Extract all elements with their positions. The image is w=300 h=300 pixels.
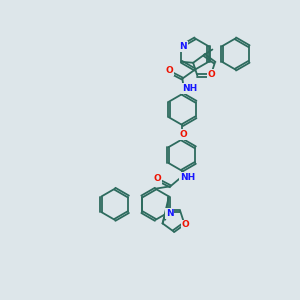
Text: O: O — [165, 66, 173, 75]
Text: O: O — [179, 130, 187, 139]
Text: N: N — [166, 209, 173, 218]
Text: NH: NH — [182, 84, 197, 93]
Text: O: O — [182, 220, 190, 230]
Text: N: N — [179, 42, 187, 51]
Text: O: O — [208, 70, 215, 79]
Text: NH: NH — [180, 173, 195, 182]
Text: O: O — [153, 174, 161, 183]
